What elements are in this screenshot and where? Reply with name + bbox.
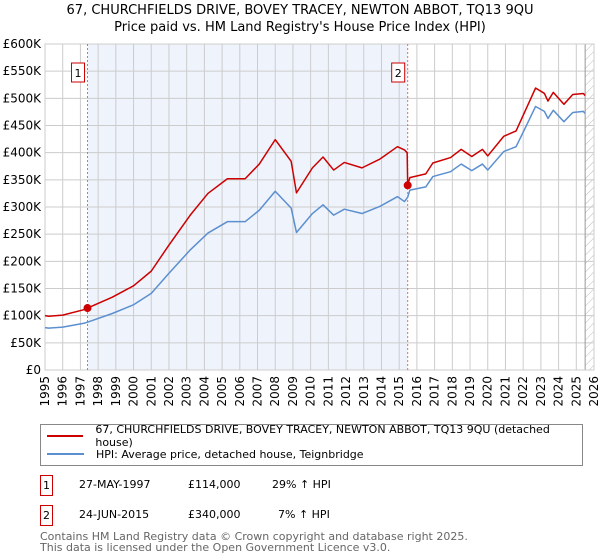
price-paid-line [44, 87, 586, 317]
x-tick-label: 2014 [374, 376, 388, 407]
sale-date: 27-MAY-1997 [79, 478, 151, 491]
x-tick-label: 2024 [552, 376, 566, 407]
sale-annotation-box [71, 62, 86, 83]
legend-label: 67, CHURCHFIELDS DRIVE, BOVEY TRACEY, NE… [95, 423, 550, 449]
x-tick-label: 2009 [286, 376, 300, 407]
x-tick-label: 2000 [127, 376, 141, 407]
legend: 67, CHURCHFIELDS DRIVE, BOVEY TRACEY, NE… [40, 423, 583, 466]
sale-hpi: 29% ↑ HPI [272, 478, 331, 491]
y-tick-label: £450K [3, 119, 43, 133]
x-tick-label: 2026 [587, 376, 600, 407]
sale-badge: 1 [40, 475, 53, 496]
plot-border [44, 43, 595, 371]
sale-annotation-box [391, 62, 406, 83]
y-tick-label: £500K [3, 91, 43, 105]
x-tick-label: 2008 [268, 376, 282, 407]
y-tick-label: £50K [10, 336, 42, 350]
x-tick-label: 2011 [321, 376, 335, 407]
x-tick-label: 2017 [428, 376, 442, 407]
y-tick-label: £600K [3, 37, 43, 51]
x-tick-label: 2004 [197, 376, 211, 407]
x-tick-label: 2019 [463, 376, 477, 407]
x-tick-label: 2025 [569, 376, 583, 407]
x-tick-label: 2013 [357, 376, 371, 407]
x-tick-label: 2010 [304, 376, 318, 407]
sale-price: £340,000 [188, 508, 241, 521]
x-tick-label: 2001 [144, 376, 158, 407]
sale-price: £114,000 [188, 478, 241, 491]
y-tick-label: £400K [3, 146, 43, 160]
x-tick-label: 2021 [498, 376, 512, 407]
y-tick-label: £300K [3, 200, 43, 214]
sale-date: 24-JUN-2015 [79, 508, 150, 521]
x-tick-label: 1996 [56, 376, 70, 407]
y-tick-label: £0 [26, 363, 41, 377]
x-tick-label: 2003 [180, 376, 194, 407]
y-tick-label: £250K [3, 227, 43, 241]
x-tick-label: 1998 [91, 376, 105, 407]
x-tick-label: 1995 [38, 376, 52, 407]
x-tick-label: 2023 [534, 376, 548, 407]
legend-label: HPI: Average price, detached house, Teig… [96, 447, 364, 461]
chart-title: 67, CHURCHFIELDS DRIVE, BOVEY TRACEY, NE… [66, 3, 534, 18]
x-tick-label: 2016 [410, 376, 424, 407]
y-tick-label: £200K [3, 254, 43, 268]
footer-licence: This data is licensed under the Open Gov… [40, 541, 391, 554]
y-tick-label: £350K [3, 173, 43, 187]
y-tick-label: £150K [3, 282, 43, 296]
x-tick-label: 2015 [392, 376, 406, 407]
x-tick-label: 2020 [481, 376, 495, 407]
x-tick-label: 2018 [445, 376, 459, 407]
x-tick-label: 2012 [339, 376, 353, 407]
x-tick-label: 2002 [162, 376, 176, 407]
footer-copyright: Contains HM Land Registry data © Crown c… [40, 530, 468, 543]
legend-item-hpi: HPI: Average price, detached house, Teig… [47, 446, 364, 462]
plot-area: 1995 1996 1997 1998 1999 2000 2001 2002 2003 2004… [3, 37, 600, 407]
sale-hpi: 7% ↑ HPI [278, 508, 330, 521]
x-tick-label: 2006 [233, 376, 247, 407]
y-tick-label: £100K [3, 309, 43, 323]
legend-swatch-red [47, 435, 84, 437]
x-tick-label: 2007 [251, 376, 265, 407]
legend-item-property: 67, CHURCHFIELDS DRIVE, BOVEY TRACEY, NE… [47, 423, 582, 449]
y-tick-label: £550K [3, 64, 43, 78]
x-tick-label: 2022 [516, 376, 530, 407]
legend-swatch-blue [47, 453, 84, 455]
sale-point [403, 181, 412, 190]
sale-badge: 2 [40, 505, 53, 526]
sale-annotation-label: 2 [395, 67, 402, 80]
x-tick-label: 1999 [109, 376, 123, 407]
hpi-line [44, 105, 586, 329]
x-tick-label: 1997 [73, 376, 87, 407]
x-tick-label: 2005 [215, 376, 229, 407]
chart-subtitle: Price paid vs. HM Land Registry's House … [114, 20, 486, 35]
sale-annotation-label: 1 [75, 67, 82, 80]
sale-point [83, 304, 92, 313]
